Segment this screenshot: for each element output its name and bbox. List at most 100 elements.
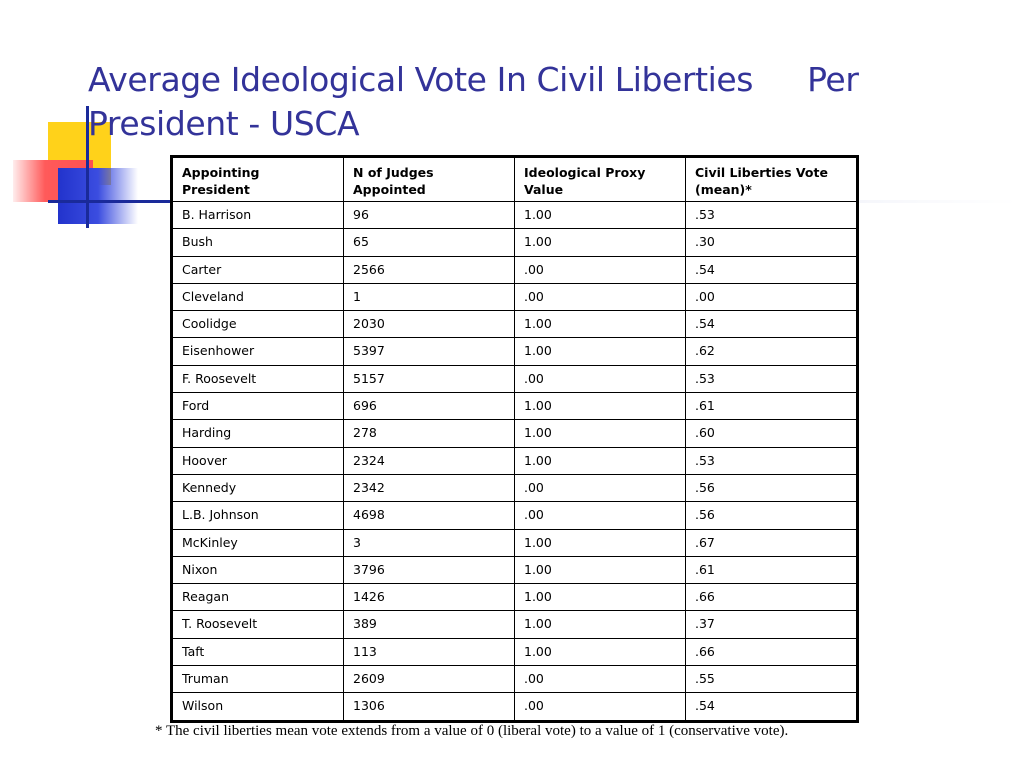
cell-judges: 5157 (343, 364, 515, 394)
cell-proxy: 1.00 (514, 200, 686, 230)
cell-judges: 3 (343, 528, 515, 557)
cell-president: T. Roosevelt (172, 610, 344, 639)
cell-president: Taft (172, 637, 344, 667)
table-row: Cleveland 1.00.00 (172, 282, 857, 312)
table-row: Truman 2609.00.55 (172, 665, 857, 694)
cell-president: Eisenhower (172, 337, 344, 366)
title-line-2: President - USCA (88, 104, 360, 143)
cell-proxy: 1.00 (514, 528, 686, 557)
table-row: F. Roosevelt 5157.00.53 (172, 364, 857, 394)
cell-judges: 65 (343, 228, 515, 257)
cell-judges: 3796 (343, 555, 515, 585)
cell-vote: .37 (685, 610, 857, 639)
cell-president: Nixon (172, 555, 344, 585)
cell-president: Bush (172, 228, 344, 257)
cell-president: Truman (172, 665, 344, 694)
cell-president: Carter (172, 255, 344, 284)
cell-judges: 2609 (343, 665, 515, 694)
table-row: Hoover 2324 1.00.53 (172, 446, 857, 475)
cell-judges: 5397 (343, 337, 515, 366)
cell-proxy: .00 (514, 282, 686, 312)
cell-president: Hoover (172, 446, 344, 475)
cell-vote: .55 (685, 665, 857, 694)
cell-proxy: 1.00 (514, 337, 686, 366)
decorative-vertical-line (86, 106, 89, 228)
cell-proxy: 1.00 (514, 419, 686, 448)
cell-proxy: .00 (514, 501, 686, 530)
table-row: Ford 696 1.00.61 (172, 392, 857, 421)
table-row: Wilson 1306.00.54 (172, 692, 857, 721)
cell-vote: .66 (685, 637, 857, 667)
cell-vote: .56 (685, 473, 857, 503)
cell-judges: 2566 (343, 255, 515, 284)
cell-judges: 278 (343, 419, 515, 448)
cell-vote: .66 (685, 583, 857, 612)
cell-vote: .56 (685, 501, 857, 530)
cell-president: McKinley (172, 528, 344, 557)
table-row: Harding 278 1.00.60 (172, 419, 857, 448)
cell-judges: 113 (343, 637, 515, 667)
table-row: L.B. Johnson 4698.00.56 (172, 501, 857, 530)
cell-proxy: .00 (514, 255, 686, 284)
header-appointing-president: Appointing President (172, 157, 344, 202)
cell-vote: .00 (685, 282, 857, 312)
cell-vote: .53 (685, 200, 857, 230)
footnote: * The civil liberties mean vote extends … (155, 723, 789, 739)
cell-president: Cleveland (172, 282, 344, 312)
slide-title: Average Ideological Vote In Civil Libert… (88, 58, 978, 146)
ideological-vote-table: Appointing President N of Judges Appointed… (172, 157, 857, 721)
cell-proxy: .00 (514, 473, 686, 503)
cell-president: Ford (172, 392, 344, 421)
table-row: Bush 65 1.00.30 (172, 228, 857, 257)
cell-judges: 1 (343, 282, 515, 312)
cell-proxy: 1.00 (514, 310, 686, 339)
cell-vote: .54 (685, 692, 857, 721)
table-row: B. Harrison 96 1.00.53 (172, 200, 857, 230)
header-n-of-judges: N of Judges Appointed (343, 157, 515, 202)
cell-president: Reagan (172, 583, 344, 612)
cell-proxy: 1.00 (514, 392, 686, 421)
cell-president: F. Roosevelt (172, 364, 344, 394)
cell-proxy: 1.00 (514, 637, 686, 667)
cell-vote: .53 (685, 364, 857, 394)
cell-proxy: 1.00 (514, 610, 686, 639)
table-row: Kennedy 2342.00.56 (172, 473, 857, 503)
header-ideological-proxy: Ideological Proxy Value (514, 157, 686, 202)
cell-judges: 1426 (343, 583, 515, 612)
cell-proxy: 1.00 (514, 555, 686, 585)
decorative-blue-square (58, 168, 138, 224)
data-table-container: Appointing President N of Judges Appointed… (170, 155, 859, 723)
cell-judges: 1306 (343, 692, 515, 721)
cell-judges: 96 (343, 200, 515, 230)
cell-vote: .67 (685, 528, 857, 557)
cell-judges: 2324 (343, 446, 515, 475)
cell-president: L.B. Johnson (172, 501, 344, 530)
cell-judges: 4698 (343, 501, 515, 530)
table-header-row: Appointing President N of Judges Appointed… (172, 157, 857, 202)
header-civil-liberties-vote: Civil Liberties Vote (mean)* (685, 157, 857, 202)
cell-judges: 389 (343, 610, 515, 639)
table-row: Eisenhower 5397 1.00.62 (172, 337, 857, 366)
cell-president: Kennedy (172, 473, 344, 503)
cell-vote: .60 (685, 419, 857, 448)
title-line-1-end: Per (807, 60, 859, 99)
title-line-1: Average Ideological Vote In Civil Libert… (88, 60, 754, 99)
cell-president: Wilson (172, 692, 344, 721)
cell-vote: .62 (685, 337, 857, 366)
cell-proxy: .00 (514, 364, 686, 394)
table-row: McKinley 3 1.00.67 (172, 528, 857, 557)
table-row: Reagan 1426 1.00.66 (172, 583, 857, 612)
cell-proxy: 1.00 (514, 583, 686, 612)
cell-proxy: .00 (514, 692, 686, 721)
cell-vote: .54 (685, 310, 857, 339)
cell-president: Harding (172, 419, 344, 448)
table-row: Coolidge 2030 1.00.54 (172, 310, 857, 339)
cell-vote: .61 (685, 392, 857, 421)
cell-vote: .61 (685, 555, 857, 585)
cell-vote: .30 (685, 228, 857, 257)
cell-proxy: 1.00 (514, 228, 686, 257)
table-row: Nixon 3796 1.00.61 (172, 555, 857, 585)
cell-vote: .54 (685, 255, 857, 284)
cell-president: B. Harrison (172, 200, 344, 230)
table-row: Carter 2566.00.54 (172, 255, 857, 284)
